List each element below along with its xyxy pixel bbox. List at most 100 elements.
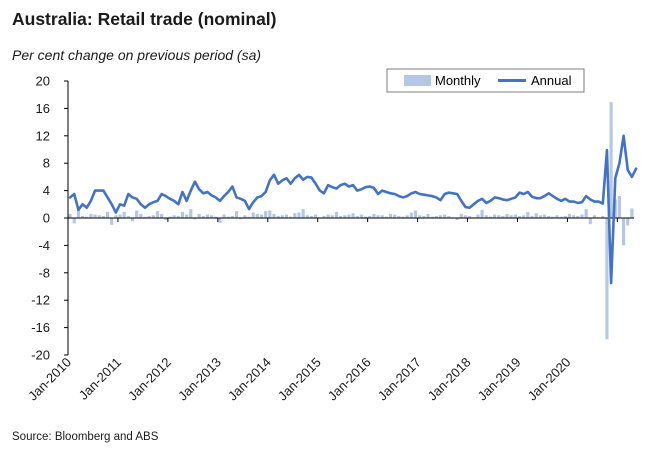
monthly-bar [384,216,388,218]
monthly-bar [314,214,318,218]
monthly-bar [447,215,451,218]
monthly-bar [538,215,542,218]
monthly-bar [168,216,172,218]
monthly-bar [268,210,272,218]
monthly-bar [89,213,93,218]
annual-line [68,134,638,285]
monthly-bar [155,211,160,218]
monthly-bar [393,214,397,218]
monthly-bar [147,215,151,218]
monthly-bar [484,215,488,218]
monthly-bar [372,213,376,218]
x-tick-label: Jan-2012 [125,355,174,404]
monthly-bar [555,215,559,218]
monthly-bar [280,215,284,218]
monthly-bar [93,214,97,218]
monthly-bar [97,215,101,218]
y-tick-label: 20 [36,74,50,89]
monthly-bar [334,211,339,218]
legend: Monthly Annual [386,68,585,93]
monthly-bar [289,216,293,218]
monthly-bar [559,216,563,218]
monthly-bar [617,196,622,218]
y-tick-label: -16 [31,320,50,335]
monthly-bars [68,102,634,340]
monthly-bar [409,212,413,218]
x-tick-label: Jan-2017 [375,355,424,404]
monthly-bar [118,214,122,218]
x-tick-label: Jan-2013 [175,355,224,404]
monthly-bar [363,216,368,218]
monthly-bar [551,216,555,218]
monthly-bar [572,215,576,218]
monthly-bar [214,216,218,218]
monthly-bar [255,213,259,218]
monthly-bar [143,216,147,218]
monthly-bar [343,215,347,218]
monthly-bar [293,213,297,218]
monthly-bar [626,218,630,226]
monthly-bar [388,213,393,218]
chart-title: Australia: Retail trade (nominal) [12,9,277,29]
monthly-bar [542,214,547,218]
monthly-bar [426,213,430,218]
monthly-bar [110,218,114,225]
monthly-bar [326,214,330,218]
monthly-bar [276,215,280,218]
monthly-bar [185,214,189,218]
monthly-bar [413,210,418,218]
monthly-bar [622,218,626,246]
monthly-bar [339,215,343,218]
monthly-bar [563,215,567,218]
y-tick-label: -12 [31,293,50,308]
monthly-bar [517,215,522,218]
monthly-bar [601,215,605,218]
monthly-bar [567,213,572,218]
monthly-bar [239,218,243,220]
x-tick-label: Jan-2019 [475,355,524,404]
x-tick-label: Jan-2014 [225,355,274,404]
monthly-bar [605,218,609,340]
monthly-bar [505,213,509,218]
monthly-bar [380,215,384,218]
monthly-bar [164,218,168,221]
monthly-bar [418,215,422,218]
monthly-bar [588,218,592,225]
legend-label-monthly: Monthly [435,73,481,88]
monthly-bar [297,212,301,218]
monthly-bar [139,213,143,218]
legend-label-annual: Annual [531,73,572,88]
monthly-bar [122,211,126,218]
monthly-bar [301,209,305,218]
monthly-bar [309,215,314,218]
monthly-bar [230,215,234,218]
monthly-bar [243,215,247,218]
monthly-bar [463,215,468,218]
monthly-bar [493,214,497,218]
x-tick-label: Jan-2015 [275,355,324,404]
monthly-bar [130,218,135,222]
monthly-bar [468,215,472,218]
monthly-bar [405,215,409,218]
monthly-bar [76,209,80,218]
monthly-bar [330,215,334,218]
monthly-bar [580,214,584,218]
monthly-bar [534,213,538,218]
x-tick-label: Jan-2020 [525,355,574,404]
monthly-bar [105,211,110,218]
monthly-bar [522,215,526,218]
monthly-bar [197,213,201,218]
monthly-bar [68,213,72,218]
monthly-bar [476,214,480,218]
monthly-bar [455,218,459,221]
monthly-bar [284,214,289,218]
monthly-bar [397,215,401,218]
monthly-bar [422,215,426,218]
y-tick-label: 16 [36,101,50,116]
monthly-bar [497,215,501,218]
monthly-bar [85,216,89,218]
y-tick-label: 8 [43,156,50,171]
monthly-bar [180,211,185,218]
annual-line-group [68,134,638,285]
